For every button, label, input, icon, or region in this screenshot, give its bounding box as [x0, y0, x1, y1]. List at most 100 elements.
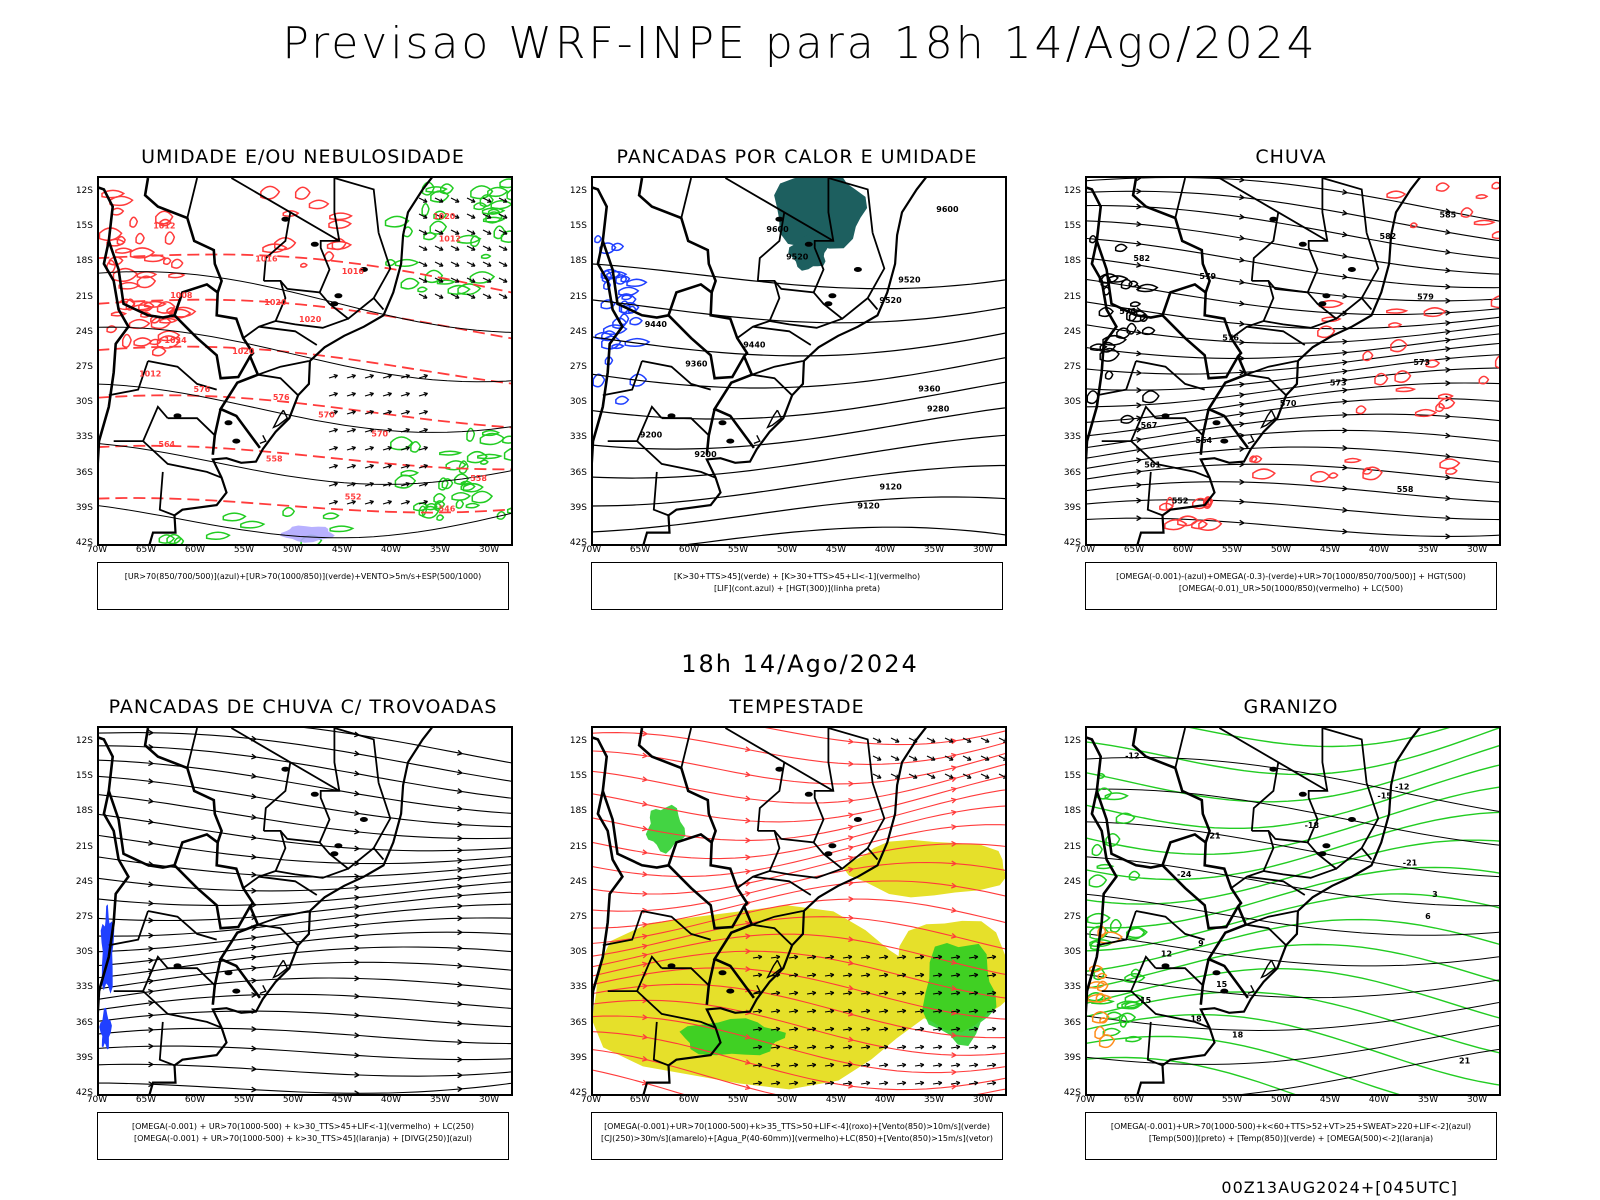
contour-label: 1020 [264, 298, 287, 307]
panel-legend: [UR>70(850/700/500)](azul)+[UR>70(1000/8… [97, 562, 509, 610]
longitude-tick-label: 55W [727, 1095, 749, 1105]
map-frame: -12 -12 -15 -18 -21 -21 -24 3 6 9 12 15 15 18 18 21 [1085, 726, 1501, 1096]
longitude-tick-label: 40W [1368, 545, 1390, 555]
contour-label: 570 [318, 411, 335, 420]
longitude-tick-label: 45W [1319, 545, 1341, 555]
latitude-tick-label: 30S [1063, 397, 1081, 408]
contour-label: 558 [1397, 485, 1414, 494]
longitude-tick-label: 55W [1221, 1095, 1243, 1105]
legend-line: [LIF](cont.azul) + [HGT(300)](linha pret… [713, 584, 881, 593]
map-boundaries [99, 728, 433, 1094]
latitude-tick-label: 18S [75, 806, 93, 817]
map-frame [591, 726, 1007, 1096]
terrain-green-contours [1087, 772, 1148, 1043]
longitude-tick-label: 50W [776, 1095, 798, 1105]
longitude-tick-label: 55W [1221, 545, 1243, 555]
longitude-tick-label: 65W [629, 545, 651, 555]
latitude-tick-label: 42S [75, 538, 93, 548]
longitude-tick-label: 30W [1466, 545, 1488, 555]
contour-label: 1012 [439, 234, 461, 243]
terrain-contours [1087, 235, 1160, 424]
contour-label: 9520 [786, 253, 809, 262]
jet-yellow-area-b [593, 905, 937, 1090]
streamlines [99, 728, 511, 1094]
contour-label: 573 [1413, 358, 1430, 367]
contour-label: 9360 [918, 384, 941, 393]
longitude-tick-label: 35W [1417, 1095, 1439, 1105]
longitude-tick-label: 40W [380, 1095, 402, 1105]
latitude-tick-label: 36S [75, 1017, 93, 1028]
panel-legend: [OMEGA(-0.001)+UR>70(1000-500)+k<60+TTS>… [1085, 1112, 1497, 1160]
latitude-tick-label: 33S [569, 432, 587, 443]
longitude-tick-label: 60W [1172, 1095, 1194, 1105]
legend-line: [OMEGA(-0.001) + UR>70(1000-500) + k>30_… [131, 1122, 475, 1131]
convection-teal-area-b [788, 234, 828, 271]
longitude-tick-label: 50W [776, 545, 798, 555]
latitude-tick-label: 30S [569, 397, 587, 408]
latitude-tick-label: 33S [1063, 982, 1081, 993]
latitude-tick-label: 21S [1063, 841, 1081, 852]
latitude-tick-label: 27S [1063, 362, 1081, 372]
latitude-tick-label: 42S [1063, 538, 1081, 548]
panel-title: GRANIZO [1243, 696, 1339, 718]
contour-label: 564 [158, 440, 175, 449]
contour-label: 582 [1380, 232, 1397, 241]
panel-legend: [OMEGA(-0.001)-(azul)+OMEGA(-0.3)-(verde… [1085, 562, 1497, 610]
latitude-tick-label: 42S [1063, 1088, 1081, 1098]
contour-label: 579 [1199, 272, 1216, 281]
legend-line: [Temp(500)](preto) + [Temp(850)](verde) … [1148, 1134, 1434, 1143]
latitude-tick-label: 24S [569, 876, 587, 887]
convection-teal-area [774, 178, 868, 249]
contour-label: 582 [1133, 254, 1150, 263]
row-subtitle: 18h 14/Ago/2024 [681, 650, 919, 678]
contour-label: 570 [1280, 399, 1297, 408]
longitude-tick-label: 60W [184, 1095, 206, 1105]
latitude-tick-label: 33S [75, 432, 93, 443]
latitude-tick-label: 18S [569, 806, 587, 817]
latitude-tick-label: 27S [75, 362, 93, 372]
contour-label: 570 [371, 429, 388, 438]
latitude-tick-label: 18S [569, 256, 587, 267]
legend-line: [OMEGA(-0.001)-(azul)+OMEGA(-0.3)-(verde… [1116, 572, 1466, 581]
longitude-tick-label: 45W [1319, 1095, 1341, 1105]
contour-label: 9440 [645, 320, 668, 329]
latitude-tick-label: 27S [569, 362, 587, 372]
humidity-blue-area [280, 525, 335, 543]
contour-label: 9 [1198, 939, 1204, 948]
contour-label: 552 [1172, 497, 1189, 506]
map-canvas: 585 582 582 579 579 576 576 573 573 570 567 564 561 5… [1087, 178, 1499, 544]
latitude-tick-label: 21S [75, 841, 93, 852]
panel-legend: [OMEGA(-0.001) + UR>70(1000-500) + k>30_… [97, 1112, 509, 1160]
contour-label: 15 [1216, 980, 1228, 989]
panel-title: CHUVA [1255, 146, 1327, 168]
contour-label: 576 [1222, 334, 1239, 343]
longitude-tick-label: 65W [629, 1095, 651, 1105]
legend-line: [OMEGA(-0.01)_UR>50(1000/850)(vermelho) … [1178, 584, 1404, 593]
latitude-tick-label: 30S [569, 947, 587, 958]
longitude-tick-label: 40W [380, 545, 402, 555]
legend-line: [UR>70(850/700/500)](azul)+[UR>70(1000/8… [124, 572, 482, 581]
map-frame: 9600 9600 9520 9520 9520 9440 9440 9360 9360 9280… [591, 176, 1007, 546]
latitude-tick-label: 18S [1063, 256, 1081, 267]
map-boundaries [1087, 728, 1421, 1094]
contour-label: -12 [1125, 752, 1139, 761]
longitude-tick-label: 45W [331, 545, 353, 555]
longitude-tick-label: 60W [184, 545, 206, 555]
contour-label: 6 [1425, 912, 1431, 921]
contour-label: 9200 [640, 431, 663, 440]
longitude-tick-label: 60W [678, 545, 700, 555]
longitude-tick-label: 70W [1074, 545, 1096, 555]
map-boundaries [593, 728, 927, 1094]
longitude-tick-label: 60W [678, 1095, 700, 1105]
longitude-tick-label: 65W [1123, 1095, 1145, 1105]
temp850-green [1087, 728, 1499, 1094]
contour-label: 9600 [936, 205, 959, 214]
contour-label: 18 [1232, 1031, 1244, 1040]
contour-label: 576 [194, 385, 211, 394]
main-title: Previsao WRF-INPE para 18h 14/Ago/2024 [282, 18, 1318, 69]
contour-label: 9120 [857, 502, 880, 511]
wind-green-area-c [645, 804, 686, 854]
contour-label: 1012 [139, 370, 161, 379]
panel-legend: [K>30+TTS>45](verde) + [K>30+TTS>45+LI<-… [591, 562, 1003, 610]
longitude-tick-label: 50W [1270, 1095, 1292, 1105]
